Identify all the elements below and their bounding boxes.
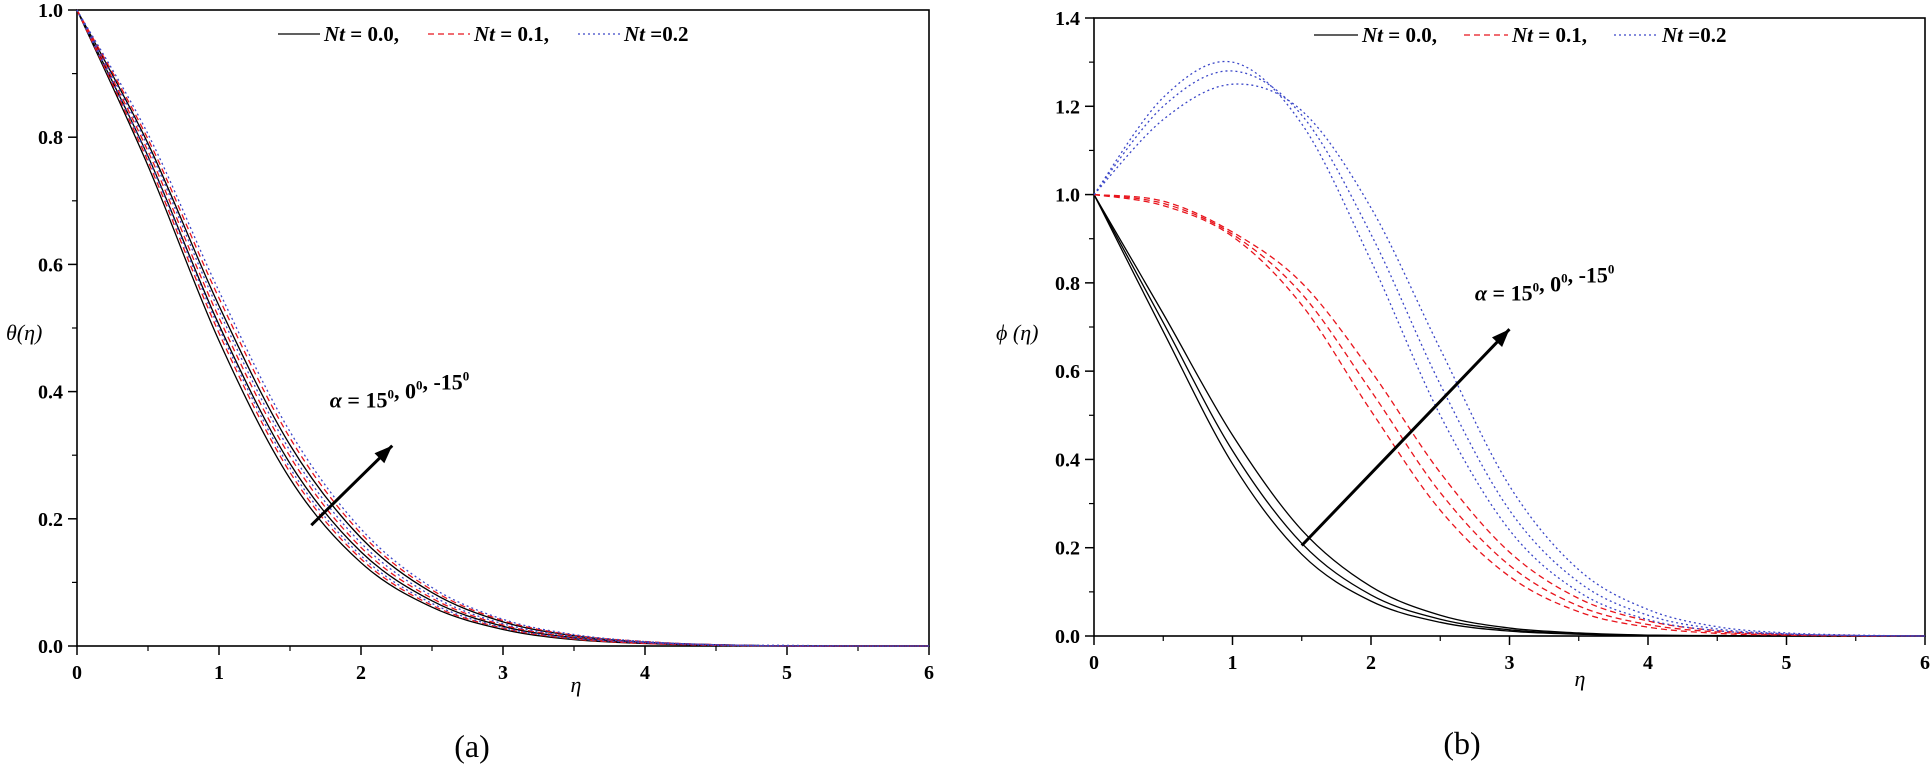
series-line-solid-2 bbox=[76, 9, 929, 647]
legend-value: = 0.1, bbox=[495, 22, 549, 46]
annotation-sup2: 0 bbox=[1561, 271, 1568, 286]
annotation-end: , -15 bbox=[1568, 263, 1608, 288]
x-tick-label: 0 bbox=[72, 662, 82, 684]
y-tick-label: 0.0 bbox=[1055, 626, 1080, 648]
annotation-label: α = 150, 00, -150 bbox=[330, 369, 470, 413]
y-tick-label: 1.2 bbox=[1055, 96, 1080, 118]
x-tick-label: 6 bbox=[1920, 652, 1930, 674]
x-tick-label: 4 bbox=[1643, 652, 1653, 674]
series-line-solid-1 bbox=[76, 9, 929, 647]
legend-symbol: Nt bbox=[1511, 23, 1534, 47]
annotation-mid: , 0 bbox=[1539, 272, 1561, 297]
series-line-dashed-4 bbox=[76, 9, 929, 647]
series-line-solid-1 bbox=[1093, 194, 1925, 637]
y-tick-label: 0.8 bbox=[38, 127, 63, 149]
legend-label: Nt = 0.1, bbox=[1511, 23, 1587, 47]
plot-frame bbox=[76, 9, 930, 647]
legend-value: =0.2 bbox=[645, 22, 688, 46]
y-tick-label: 0.2 bbox=[38, 509, 63, 531]
series-line-dashed-3 bbox=[1093, 193, 1926, 637]
series-line-dashed-5 bbox=[1093, 193, 1926, 637]
plot-frame bbox=[1093, 17, 1926, 637]
series-line-dotted-6 bbox=[76, 9, 929, 647]
annotation-sup3: 0 bbox=[1608, 262, 1615, 277]
y-tick-label: 0.6 bbox=[1055, 361, 1080, 383]
annotation-symbol: α bbox=[330, 388, 343, 413]
y-tick-label: 0.0 bbox=[38, 636, 63, 658]
annotation-arrow-head bbox=[1491, 329, 1510, 348]
annotation-label: α = 150, 00, -150 bbox=[1475, 262, 1615, 306]
annotation-arrow-head bbox=[374, 445, 393, 464]
annotation-sup2: 0 bbox=[416, 378, 423, 393]
series-line-solid-2 bbox=[1093, 194, 1925, 637]
y-tick-label: 1.0 bbox=[38, 0, 63, 22]
series-line-dotted-7 bbox=[76, 9, 929, 647]
x-tick-label: 5 bbox=[1782, 652, 1792, 674]
x-tick-label: 1 bbox=[1228, 652, 1238, 674]
series-line-solid-0 bbox=[76, 9, 929, 647]
legend-label: Nt =0.2 bbox=[623, 22, 688, 46]
x-tick-label: 3 bbox=[498, 662, 508, 684]
y-tick-label: 0.2 bbox=[1055, 538, 1080, 560]
legend-label: Nt =0.2 bbox=[1661, 23, 1726, 47]
legend-label: Nt = 0.0, bbox=[323, 22, 399, 46]
y-tick-label: 0.4 bbox=[1055, 449, 1080, 471]
legend-label: Nt = 0.1, bbox=[473, 22, 549, 46]
x-axis-title: η bbox=[571, 672, 582, 697]
series-line-dotted-6 bbox=[1093, 60, 1926, 637]
panel-label: (a) bbox=[454, 728, 490, 764]
chart-panel-b: 0 1 2 3 4 5 6 0.0 0.2 0.4 0.6 0.8 1.0 1.2 1.4 ϕ (η) η Nt … bbox=[996, 8, 1930, 761]
legend-symbol: Nt bbox=[623, 22, 646, 46]
x-tick-label: 1 bbox=[214, 662, 224, 684]
chart-panel-a: 0 1 2 3 4 5 60.00.20.40.60.81.0θ(η)ηNt = 0.0, N… bbox=[6, 0, 934, 764]
legend-symbol: Nt bbox=[473, 22, 496, 46]
y-axis-title: ϕ (η) bbox=[996, 320, 1038, 345]
annotation-sup3: 0 bbox=[463, 369, 470, 384]
series-line-dotted-8 bbox=[1093, 83, 1926, 637]
annotation-symbol: α bbox=[1475, 281, 1488, 306]
x-tick-label: 4 bbox=[640, 662, 650, 684]
y-tick-label: 0.8 bbox=[1055, 273, 1080, 295]
y-tick-label: 0.6 bbox=[38, 254, 63, 276]
y-tick-label: 1.0 bbox=[1055, 185, 1080, 207]
legend-value: = 0.1, bbox=[1533, 23, 1587, 47]
legend-symbol: Nt bbox=[323, 22, 346, 46]
series-line-solid-0 bbox=[1093, 194, 1925, 637]
annotation-arrow-shaft bbox=[1300, 328, 1511, 547]
annotation-sup1: 0 bbox=[1533, 280, 1540, 295]
x-tick-label: 0 bbox=[1089, 652, 1099, 674]
x-tick-label: 5 bbox=[782, 662, 792, 684]
annotation-text: = 15 bbox=[342, 388, 388, 413]
legend-symbol: Nt bbox=[1361, 23, 1384, 47]
legend-symbol: Nt bbox=[1661, 23, 1684, 47]
x-tick-label: 2 bbox=[356, 662, 366, 684]
series-line-dashed-5 bbox=[76, 9, 929, 647]
series-line-dashed-3 bbox=[76, 9, 929, 647]
panel-label: (b) bbox=[1443, 725, 1480, 761]
legend-value: = 0.0, bbox=[1383, 23, 1437, 47]
y-tick-label: 0.4 bbox=[38, 382, 63, 404]
y-axis-title: θ(η) bbox=[6, 320, 42, 345]
legend-label: Nt = 0.0, bbox=[1361, 23, 1437, 47]
annotation-mid: , 0 bbox=[394, 379, 416, 404]
annotation-text: = 15 bbox=[1487, 281, 1533, 306]
annotation-arrow-shaft bbox=[310, 444, 394, 527]
x-tick-label: 2 bbox=[1366, 652, 1376, 674]
x-axis-title: η bbox=[1575, 666, 1586, 691]
y-tick-label: 1.4 bbox=[1055, 8, 1080, 30]
x-tick-label: 3 bbox=[1505, 652, 1515, 674]
annotation-end: , -15 bbox=[422, 370, 462, 395]
legend-value: = 0.0, bbox=[345, 22, 399, 46]
series-line-dotted-7 bbox=[1093, 70, 1926, 637]
x-tick-label: 6 bbox=[924, 662, 934, 684]
series-line-dotted-8 bbox=[76, 9, 930, 647]
annotation-sup1: 0 bbox=[387, 387, 394, 402]
legend-value: =0.2 bbox=[1683, 23, 1726, 47]
series-line-dashed-4 bbox=[1093, 193, 1926, 637]
